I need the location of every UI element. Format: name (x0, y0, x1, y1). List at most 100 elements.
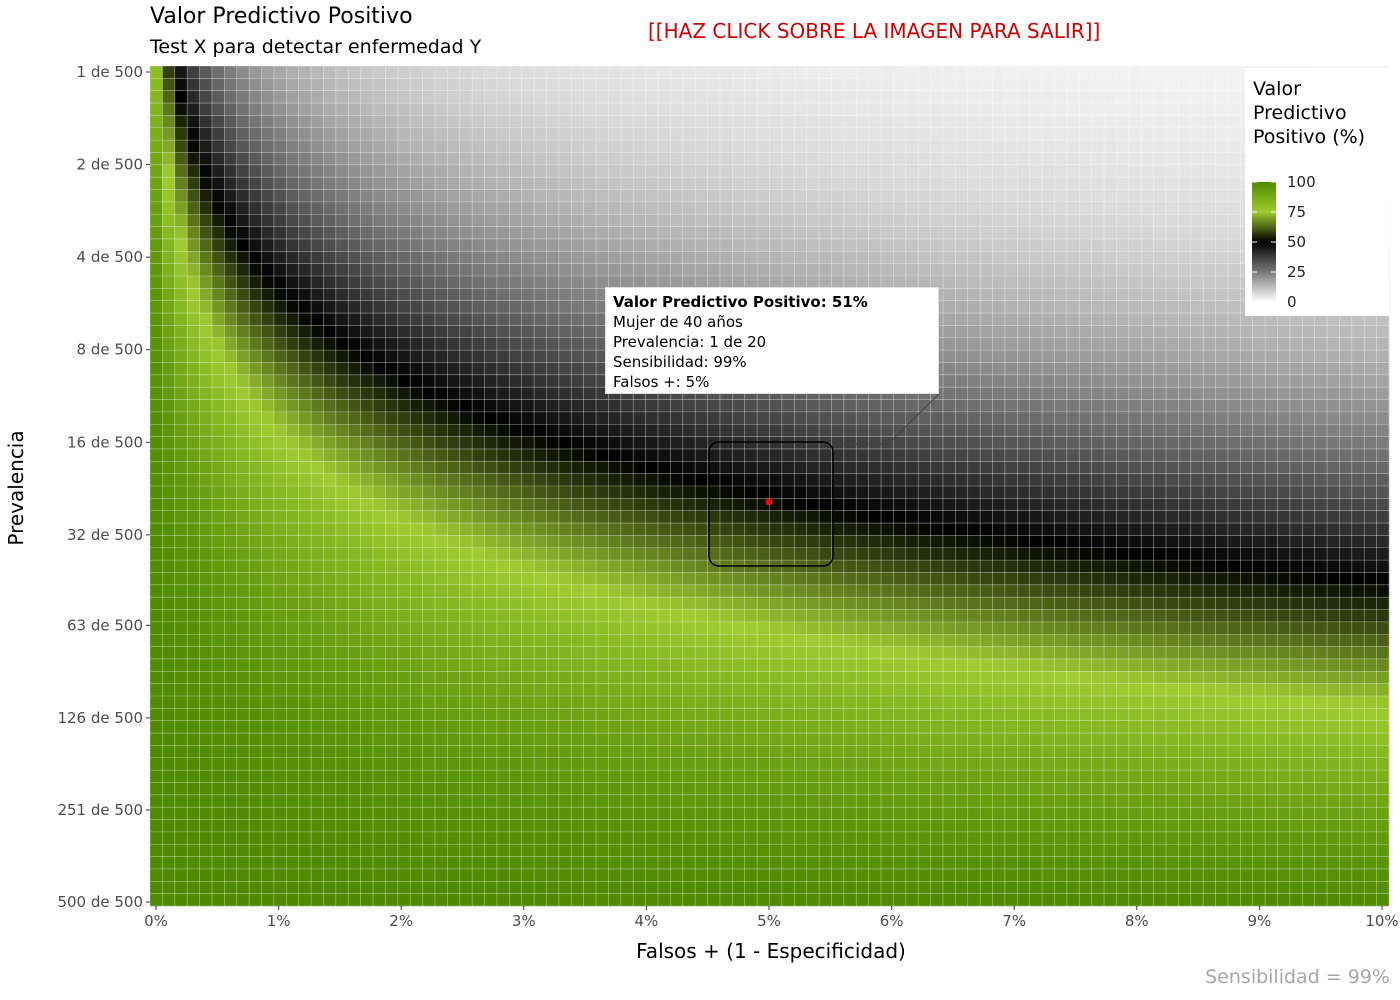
heatmap-cell (695, 621, 708, 635)
heatmap-cell (1141, 424, 1154, 437)
heatmap-cell (311, 90, 324, 104)
heatmap-cell (1289, 671, 1303, 684)
heatmap-cell (856, 226, 869, 240)
heatmap-cell (1351, 461, 1365, 474)
heatmap-cell (459, 362, 473, 376)
heatmap-cell (781, 238, 795, 252)
heatmap-cell (1314, 337, 1328, 351)
heatmap-cell (174, 646, 188, 660)
heatmap-cell (657, 572, 671, 586)
heatmap-cell (967, 523, 981, 536)
heatmap-cell (1066, 189, 1080, 203)
heatmap-cell (695, 226, 708, 240)
heatmap-cell (447, 584, 461, 598)
heatmap-cell (992, 510, 1006, 524)
heatmap-cell (843, 486, 857, 499)
heatmap-cell (1327, 634, 1340, 647)
heatmap-cell (1116, 164, 1130, 178)
heatmap-cell (1327, 374, 1340, 388)
heatmap-cell (620, 238, 634, 252)
heatmap-cell (732, 597, 746, 610)
heatmap-cell (472, 411, 485, 425)
heatmap-cell (1327, 448, 1340, 462)
heatmap-cell (1376, 572, 1390, 586)
heatmap-cell (657, 66, 671, 79)
heatmap-cell (187, 362, 200, 376)
heatmap-cell (571, 523, 584, 536)
heatmap-cell (918, 621, 931, 635)
heatmap-cell (459, 560, 473, 573)
heatmap-cell (1265, 350, 1278, 363)
heatmap-cell (558, 448, 572, 462)
heatmap-cell (1364, 461, 1377, 474)
heatmap-cell (918, 448, 931, 462)
heatmap-cell (1004, 399, 1018, 413)
heatmap-cell (1066, 473, 1080, 487)
heatmap-cell (806, 621, 820, 635)
heatmap-cell (1252, 350, 1266, 363)
heatmap-cell (162, 177, 176, 190)
heatmap-cell (472, 436, 485, 450)
heatmap-cell (1054, 424, 1068, 437)
heatmap-cell (1091, 189, 1105, 203)
heatmap-cell (843, 214, 857, 227)
heatmap-cell (1165, 350, 1179, 363)
heatmap-cell (273, 201, 287, 215)
heatmap-cell (794, 634, 807, 647)
heatmap-cell (806, 523, 820, 536)
heatmap-cell (1054, 103, 1068, 116)
heatmap-cell (670, 177, 684, 190)
heatmap-cell (1339, 671, 1353, 684)
heatmap-cell (534, 498, 547, 511)
heatmap-cell (410, 560, 423, 573)
heatmap-cell (373, 238, 386, 252)
heatmap-cell (484, 66, 498, 79)
heatmap-cell (1215, 448, 1229, 462)
heatmap-cell (1042, 584, 1055, 598)
heatmap-cell (1252, 411, 1266, 425)
heatmap-cell (236, 411, 250, 425)
heatmap-cell (1289, 621, 1303, 635)
heatmap-cell (484, 448, 498, 462)
heatmap-cell (992, 140, 1006, 153)
heatmap-cell (484, 523, 498, 536)
heatmap-cell (905, 646, 919, 660)
heatmap-cell (150, 103, 163, 116)
heatmap-cell (1178, 337, 1192, 351)
heatmap-cell (707, 572, 721, 586)
heatmap-cell (645, 535, 659, 549)
heatmap-cell (769, 226, 783, 240)
heatmap-cell (657, 78, 671, 91)
heatmap-cell (1227, 337, 1241, 351)
heatmap-cell (732, 609, 746, 623)
heatmap-cell (434, 78, 448, 91)
heatmap-cell (1227, 461, 1241, 474)
heatmap-cell (881, 164, 894, 178)
heatmap-cell (162, 337, 176, 351)
heatmap-cell (918, 238, 931, 252)
heatmap-cell (236, 399, 250, 413)
heatmap-cell (1128, 560, 1142, 573)
heatmap-cell (509, 658, 522, 672)
heatmap-cell (521, 78, 535, 91)
heatmap-cell (1017, 152, 1030, 166)
heatmap-cell (781, 510, 795, 524)
heatmap-cell (410, 300, 423, 314)
heatmap-cell (211, 350, 225, 363)
heatmap-cell (261, 164, 275, 178)
heatmap-cell (1004, 387, 1018, 400)
heatmap-cell (955, 374, 969, 388)
heatmap-cell (286, 621, 299, 635)
heatmap-cell (521, 634, 535, 647)
heatmap-cell (980, 201, 993, 215)
heatmap-cell (1327, 337, 1340, 351)
heatmap-cell (942, 337, 956, 351)
heatmap-cell (162, 486, 176, 499)
heatmap-cell (484, 325, 498, 339)
heatmap-cell (1227, 238, 1241, 252)
heatmap-cell (1277, 560, 1291, 573)
heatmap-cell (695, 658, 708, 672)
heatmap-cell (1066, 658, 1080, 672)
heatmap-cell (583, 263, 597, 277)
